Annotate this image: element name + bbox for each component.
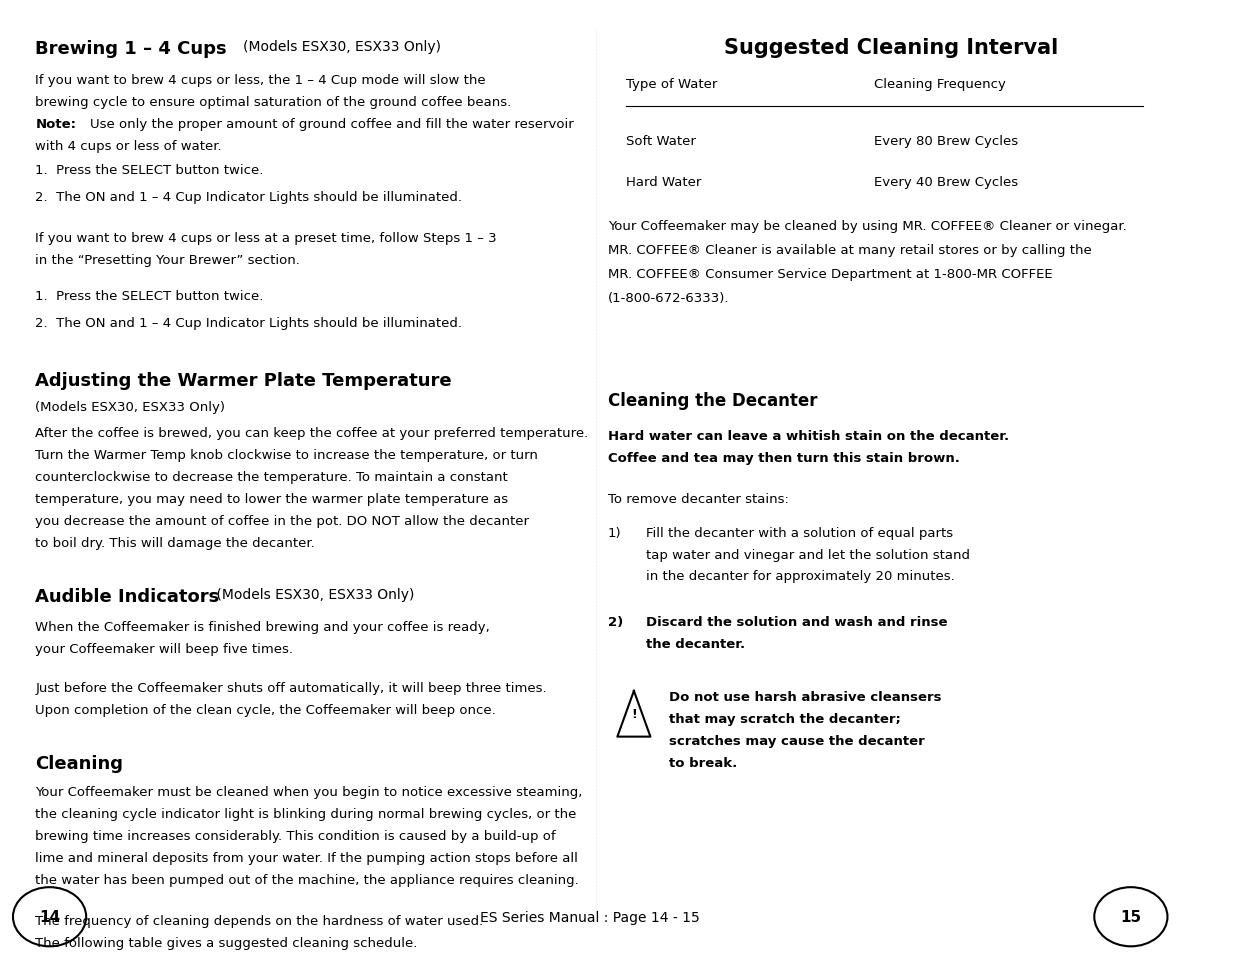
Text: brewing cycle to ensure optimal saturation of the ground coffee beans.: brewing cycle to ensure optimal saturati… [36, 96, 511, 110]
Text: MR. COFFEE® Consumer Service Department at 1-800-MR COFFEE: MR. COFFEE® Consumer Service Department … [608, 268, 1052, 281]
Text: Audible Indicators: Audible Indicators [36, 587, 220, 605]
Text: !: ! [631, 707, 637, 720]
Text: Every 80 Brew Cycles: Every 80 Brew Cycles [873, 135, 1018, 149]
Text: Your Coffeemaker must be cleaned when you begin to notice excessive steaming,: Your Coffeemaker must be cleaned when yo… [36, 785, 583, 799]
Text: to break.: to break. [669, 756, 737, 769]
Text: (Models ESX30, ESX33 Only): (Models ESX30, ESX33 Only) [212, 587, 415, 601]
Text: (Models ESX30, ESX33 Only): (Models ESX30, ESX33 Only) [243, 40, 441, 54]
Text: Cleaning Frequency: Cleaning Frequency [873, 78, 1005, 91]
Text: 2): 2) [608, 616, 624, 629]
Text: Hard Water: Hard Water [626, 175, 701, 189]
Text: that may scratch the decanter;: that may scratch the decanter; [669, 712, 902, 725]
Text: If you want to brew 4 cups or less at a preset time, follow Steps 1 – 3: If you want to brew 4 cups or less at a … [36, 232, 496, 245]
Text: The frequency of cleaning depends on the hardness of water used.: The frequency of cleaning depends on the… [36, 914, 484, 927]
Text: Upon completion of the clean cycle, the Coffeemaker will beep once.: Upon completion of the clean cycle, the … [36, 703, 496, 717]
Text: When the Coffeemaker is finished brewing and your coffee is ready,: When the Coffeemaker is finished brewing… [36, 620, 490, 634]
Text: Hard water can leave a whitish stain on the decanter.: Hard water can leave a whitish stain on … [608, 430, 1009, 443]
Text: ES Series Manual : Page 14 - 15: ES Series Manual : Page 14 - 15 [480, 910, 700, 923]
Text: 14: 14 [40, 909, 61, 924]
Text: 2.  The ON and 1 – 4 Cup Indicator Lights should be illuminated.: 2. The ON and 1 – 4 Cup Indicator Lights… [36, 316, 462, 330]
Text: the water has been pumped out of the machine, the appliance requires cleaning.: the water has been pumped out of the mac… [36, 873, 579, 886]
Text: with 4 cups or less of water.: with 4 cups or less of water. [36, 140, 222, 153]
Text: Adjusting the Warmer Plate Temperature: Adjusting the Warmer Plate Temperature [36, 372, 452, 390]
Text: Type of Water: Type of Water [626, 78, 718, 91]
Text: tap water and vinegar and let the solution stand: tap water and vinegar and let the soluti… [646, 548, 969, 561]
Text: Do not use harsh abrasive cleansers: Do not use harsh abrasive cleansers [669, 690, 942, 703]
Text: Use only the proper amount of ground coffee and fill the water reservoir: Use only the proper amount of ground cof… [90, 118, 573, 132]
Text: MR. COFFEE® Cleaner is available at many retail stores or by calling the: MR. COFFEE® Cleaner is available at many… [608, 244, 1092, 257]
Text: Suggested Cleaning Interval: Suggested Cleaning Interval [724, 38, 1058, 58]
Text: Fill the decanter with a solution of equal parts: Fill the decanter with a solution of equ… [646, 526, 953, 539]
Text: Just before the Coffeemaker shuts off automatically, it will beep three times.: Just before the Coffeemaker shuts off au… [36, 681, 547, 695]
Text: your Coffeemaker will beep five times.: your Coffeemaker will beep five times. [36, 642, 294, 656]
Text: lime and mineral deposits from your water. If the pumping action stops before al: lime and mineral deposits from your wate… [36, 851, 578, 864]
Text: Cleaning: Cleaning [36, 754, 124, 772]
Text: (1-800-672-6333).: (1-800-672-6333). [608, 292, 730, 305]
Text: Soft Water: Soft Water [626, 135, 695, 149]
Text: (Models ESX30, ESX33 Only): (Models ESX30, ESX33 Only) [36, 400, 226, 414]
Text: After the coffee is brewed, you can keep the coffee at your preferred temperatur: After the coffee is brewed, you can keep… [36, 427, 589, 440]
Text: Brewing 1 – 4 Cups: Brewing 1 – 4 Cups [36, 40, 227, 58]
Text: 1.  Press the SELECT button twice.: 1. Press the SELECT button twice. [36, 164, 264, 177]
Text: Note:: Note: [36, 118, 77, 132]
Text: If you want to brew 4 cups or less, the 1 – 4 Cup mode will slow the: If you want to brew 4 cups or less, the … [36, 74, 487, 88]
Text: Turn the Warmer Temp knob clockwise to increase the temperature, or turn: Turn the Warmer Temp knob clockwise to i… [36, 449, 538, 462]
Text: brewing time increases considerably. This condition is caused by a build-up of: brewing time increases considerably. Thi… [36, 829, 556, 842]
Text: 2.  The ON and 1 – 4 Cup Indicator Lights should be illuminated.: 2. The ON and 1 – 4 Cup Indicator Lights… [36, 191, 462, 204]
Text: Your Coffeemaker may be cleaned by using MR. COFFEE® Cleaner or vinegar.: Your Coffeemaker may be cleaned by using… [608, 220, 1126, 233]
Text: Cleaning the Decanter: Cleaning the Decanter [608, 392, 818, 410]
Text: Every 40 Brew Cycles: Every 40 Brew Cycles [873, 175, 1018, 189]
Text: the decanter.: the decanter. [646, 638, 745, 651]
Text: Coffee and tea may then turn this stain brown.: Coffee and tea may then turn this stain … [608, 452, 960, 465]
Text: in the “Presetting Your Brewer” section.: in the “Presetting Your Brewer” section. [36, 253, 300, 267]
Text: The following table gives a suggested cleaning schedule.: The following table gives a suggested cl… [36, 936, 417, 949]
Text: in the decanter for approximately 20 minutes.: in the decanter for approximately 20 min… [646, 570, 955, 583]
Text: you decrease the amount of coffee in the pot. DO NOT allow the decanter: you decrease the amount of coffee in the… [36, 515, 530, 528]
Text: temperature, you may need to lower the warmer plate temperature as: temperature, you may need to lower the w… [36, 493, 509, 506]
Text: 15: 15 [1120, 909, 1141, 924]
Text: to boil dry. This will damage the decanter.: to boil dry. This will damage the decant… [36, 537, 315, 550]
Text: To remove decanter stains:: To remove decanter stains: [608, 493, 789, 506]
Text: counterclockwise to decrease the temperature. To maintain a constant: counterclockwise to decrease the tempera… [36, 471, 508, 484]
Text: the cleaning cycle indicator light is blinking during normal brewing cycles, or : the cleaning cycle indicator light is bl… [36, 807, 577, 821]
Text: 1.  Press the SELECT button twice.: 1. Press the SELECT button twice. [36, 290, 264, 303]
Text: scratches may cause the decanter: scratches may cause the decanter [669, 734, 925, 747]
Text: 1): 1) [608, 526, 621, 539]
Text: Discard the solution and wash and rinse: Discard the solution and wash and rinse [646, 616, 947, 629]
